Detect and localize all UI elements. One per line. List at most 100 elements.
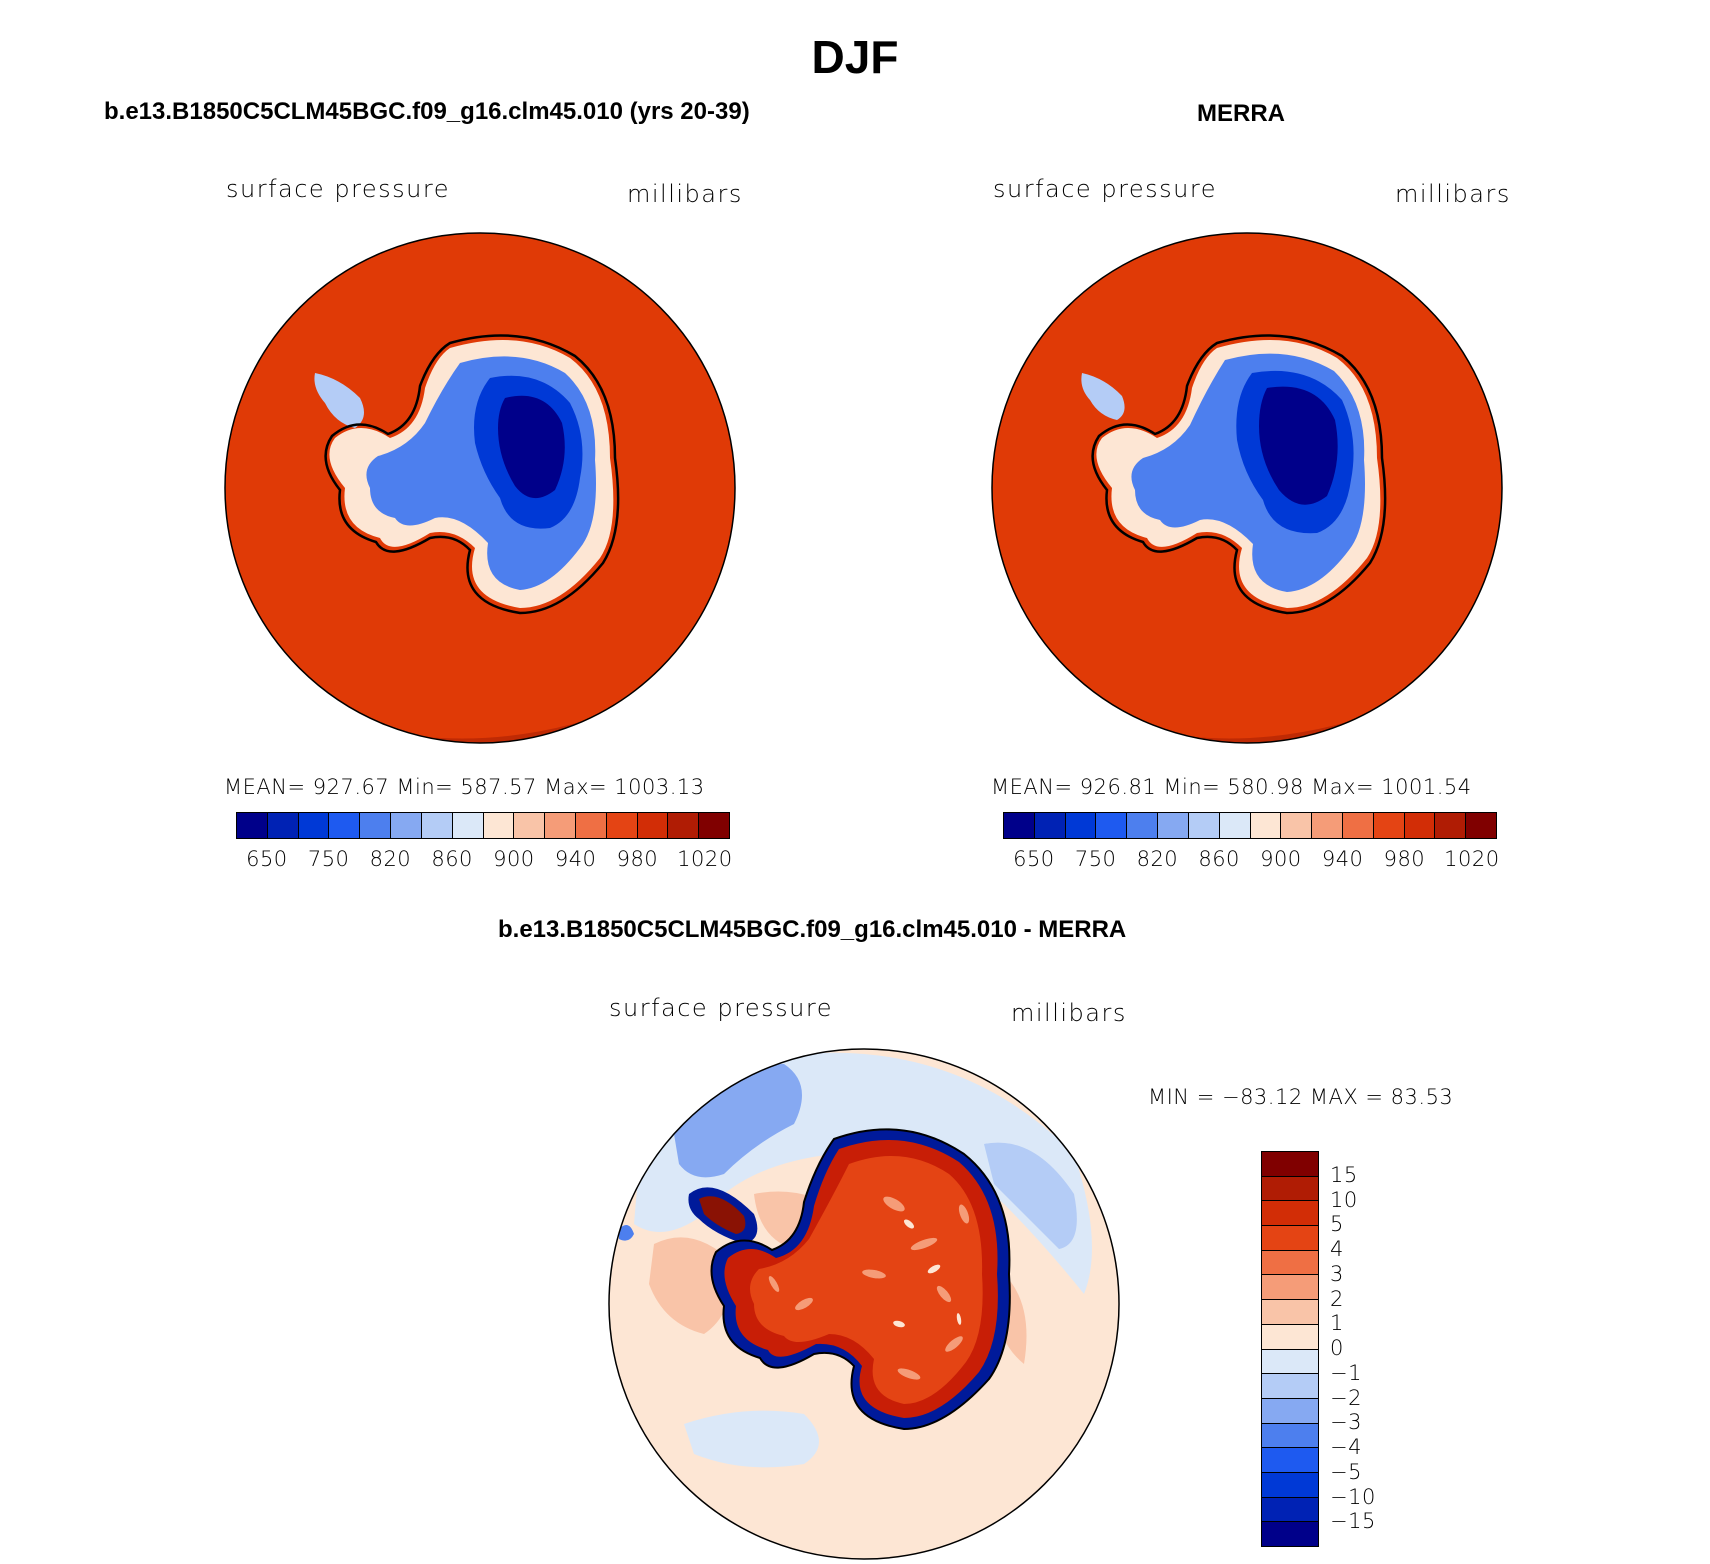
diff-colorbar-tick-label: 5 [1330,1212,1344,1237]
panel-model-units-label: millibars [627,180,743,208]
panel-merra-colorbar-tick-label: 980 [1383,847,1426,871]
panel-merra-colorbar-tick-label: 650 [1013,847,1055,871]
diff-panel-units-label: millibars [1011,999,1127,1027]
panel-merra-colorbar-tick-label: 900 [1260,847,1302,871]
panel-merra-colorbar-tick-label: 750 [1074,847,1117,871]
panel-model-colorbar-tick-label: 750 [307,847,350,871]
panel-merra-colorbar-swatch [1034,813,1066,838]
diff-colorbar-tick-label: 10 [1330,1187,1358,1212]
panel-merra-stats: MEAN= 926.81 Min= 580.98 Max= 1001.54 [991,775,1472,799]
panel-model-colorbar-tick-label: 820 [369,847,412,871]
diff-colorbar-tick-label: 2 [1330,1286,1344,1311]
panel-merra-colorbar-ticks: 650 750 820 860 900 940 980 1020 [1003,847,1500,873]
diff-colorbar-tick-label: 15 [1330,1162,1358,1187]
panel-merra-colorbar-swatch [1004,813,1035,838]
diff-colorbar-tick-label: −1 [1330,1360,1362,1385]
diff-colorbar-swatch [1262,1349,1318,1375]
panel-merra-map [991,232,1503,744]
panel-model-colorbar-ticks: 650 750 820 860 900 940 980 1020 [236,847,733,873]
diff-panel-map [608,1048,1120,1560]
ice-sheet-core [498,395,565,499]
diff-colorbar-tick-label: −4 [1330,1435,1362,1459]
diff-colorbar-tick-label: −10 [1330,1484,1376,1509]
panel-model-variable-label: surface pressure [226,175,450,203]
panel-model-colorbar [236,812,730,839]
diff-colorbar-swatch [1262,1522,1318,1546]
panel-merra-colorbar-swatch [1342,813,1374,838]
diff-colorbar-tick-label: 3 [1330,1261,1344,1286]
panel-model-map [224,232,736,744]
diff-colorbar-tick-label: −15 [1330,1509,1376,1534]
panel-model-colorbar-tick-label: 900 [493,847,535,871]
panel-model-colorbar-swatch [421,813,453,838]
panel-merra-colorbar-swatch [1435,813,1467,838]
anomaly-speckle-light [893,1219,962,1328]
diff-colorbar-swatch [1262,1374,1318,1399]
panel-model-colorbar-swatch [329,813,361,838]
panel-merra-colorbar-swatch [1404,813,1436,838]
panel-model-colorbar-tick-label: 940 [554,847,597,871]
panel-merra-colorbar-tick-label: 860 [1198,847,1240,871]
panel-model-colorbar-tick-label: 980 [616,847,659,871]
panel-model-colorbar-swatch [298,813,330,838]
panel-model-colorbar-swatch [237,813,268,838]
panel-model-colorbar-swatch [545,813,576,838]
panel-model-colorbar-swatch [360,813,392,838]
diff-colorbar-swatch [1262,1176,1318,1202]
panel-model-colorbar-swatch [452,813,484,838]
diff-colorbar-swatch [1262,1448,1318,1473]
panel-model-colorbar-swatch [575,813,607,838]
diff-panel-title: b.e13.B1850C5CLM45BGC.f09_g16.clm45.010 … [498,916,1127,943]
diff-colorbar-tick-label: 1 [1330,1311,1344,1336]
peninsula [1081,373,1125,420]
diff-colorbar-swatch [1262,1423,1318,1449]
diff-colorbar-swatch [1262,1324,1318,1350]
panel-merra-colorbar-swatch [1250,813,1282,838]
diff-colorbar-tick-label: −2 [1330,1385,1362,1410]
panel-merra-title: MERRA [1197,100,1285,127]
panel-merra-colorbar-swatch [1127,813,1159,838]
anomaly-speckle [768,1196,970,1380]
diff-colorbar-swatch [1262,1398,1318,1424]
diff-panel-colorbar [1261,1151,1319,1547]
panel-merra-colorbar-swatch [1158,813,1189,838]
panel-model-colorbar-swatch [668,813,700,838]
panel-model-colorbar-tick-label: 860 [431,847,473,871]
panel-merra-variable-label: surface pressure [993,175,1217,203]
panel-merra-colorbar-swatch [1466,813,1496,838]
diff-colorbar-swatch [1262,1497,1318,1523]
peninsula [314,373,364,428]
coastline [1091,334,1387,615]
panel-merra-colorbar-swatch [1281,813,1313,838]
panel-merra-colorbar-swatch [1065,813,1097,838]
panel-merra-colorbar-swatch [1188,813,1220,838]
diff-colorbar-swatch [1262,1152,1318,1177]
panel-merra-colorbar-swatch [1312,813,1343,838]
panel-model-colorbar-tick-label: 1020 [677,847,733,871]
panel-model-colorbar-swatch [391,813,422,838]
diff-colorbar-swatch [1262,1472,1318,1498]
panel-merra-colorbar [1003,812,1497,839]
panel-merra-colorbar-tick-label: 820 [1136,847,1179,871]
panel-model-colorbar-swatch [606,813,638,838]
panel-merra-colorbar-swatch [1219,813,1251,838]
diff-colorbar-tick-label: 4 [1330,1237,1344,1261]
panel-model-colorbar-swatch [514,813,546,838]
diff-colorbar-tick-label: 0 [1330,1336,1344,1360]
panel-merra-units-label: millibars [1395,180,1511,208]
diff-colorbar-swatch [1262,1300,1318,1325]
coastline [324,334,620,615]
diff-colorbar-swatch [1262,1275,1318,1301]
panel-model-stats: MEAN= 927.67 Min= 587.57 Max= 1003.13 [224,775,705,799]
panel-model-title: b.e13.B1850C5CLM45BGC.f09_g16.clm45.010 … [104,98,750,125]
panel-model-colorbar-swatch [637,813,669,838]
figure-title: DJF [811,31,899,83]
panel-merra-colorbar-tick-label: 1020 [1444,847,1500,871]
diff-panel-colorbar-ticks: 15 10 5 4 3 2 1 0 −1 −2 −3 −4 −5 −10 −15 [1330,1151,1410,1547]
diff-panel-stats: MIN = −83.12 MAX = 83.53 [1148,1085,1454,1109]
ice-sheet-core [1259,386,1338,505]
panel-model-colorbar-swatch [483,813,515,838]
diff-colorbar-swatch [1262,1250,1318,1276]
panel-merra-colorbar-swatch [1373,813,1405,838]
panel-model-colorbar-swatch [267,813,299,838]
